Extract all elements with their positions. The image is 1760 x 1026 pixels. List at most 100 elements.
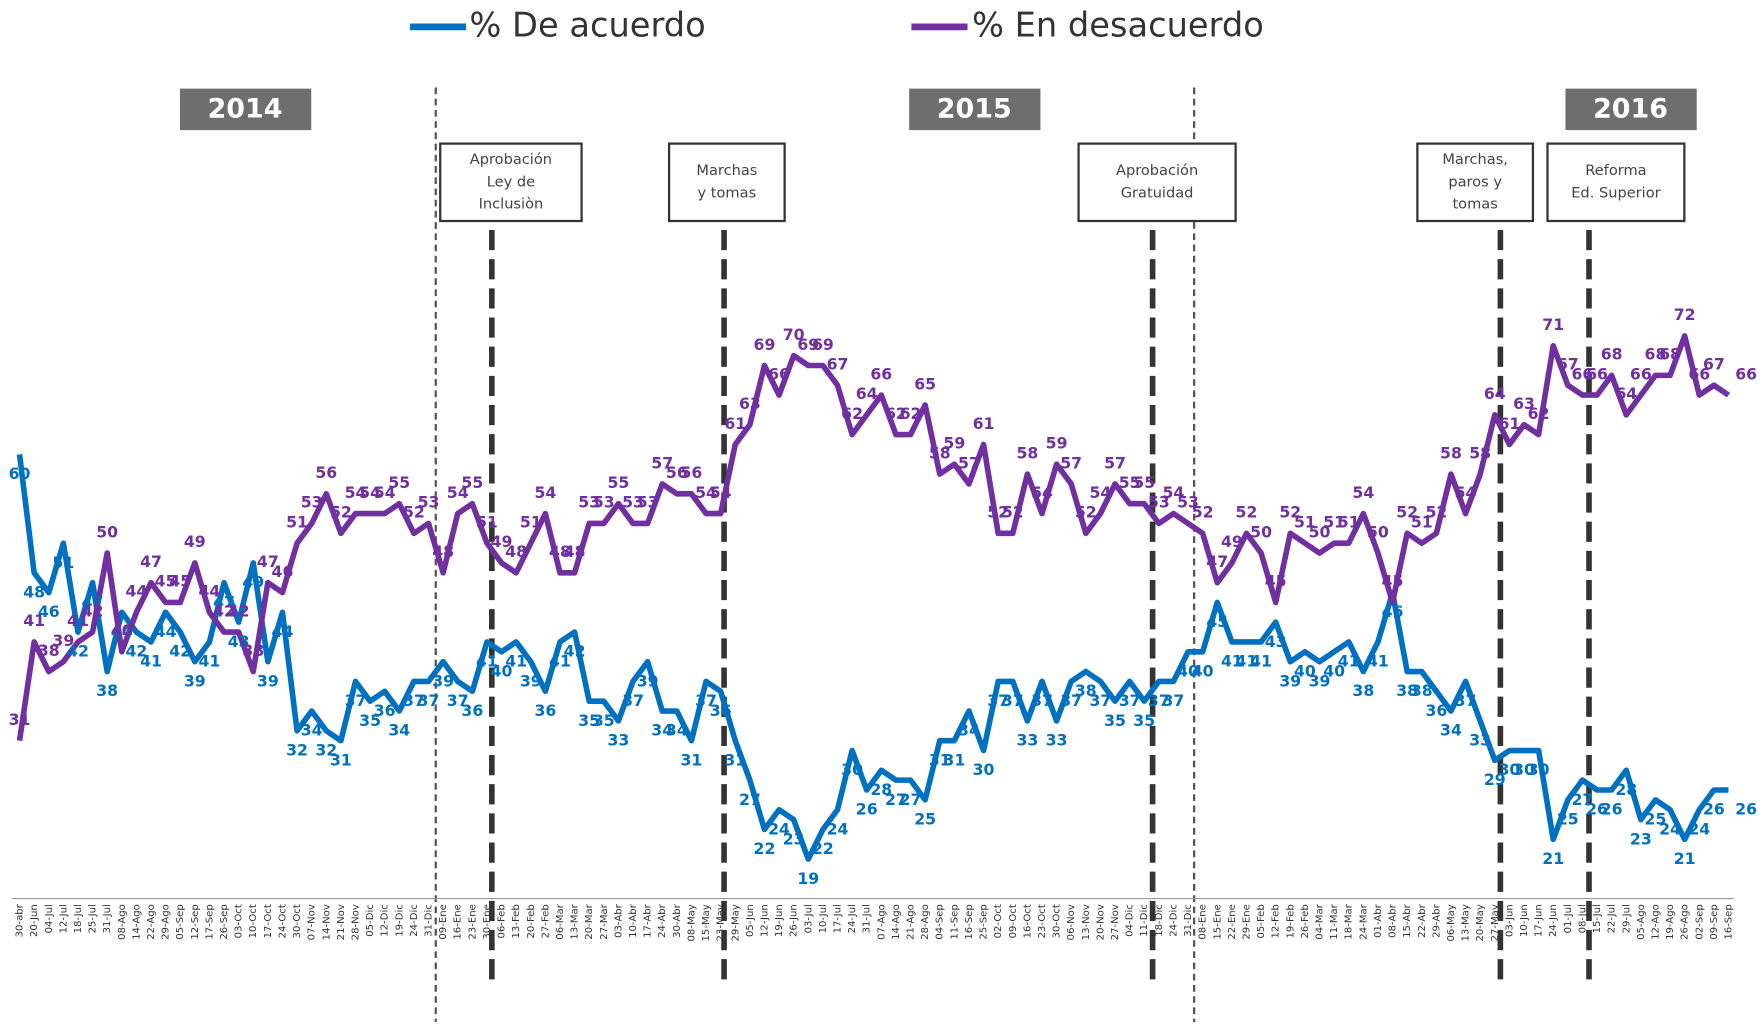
data-label: 49 <box>1221 532 1243 551</box>
data-label: 27 <box>739 790 761 809</box>
data-label: 31 <box>929 750 951 769</box>
data-label: 34 <box>651 721 673 740</box>
data-label: 49 <box>491 532 513 551</box>
data-label: 38 <box>38 641 60 660</box>
x-tick-label: 14-Ago <box>131 904 142 940</box>
x-tick-label: 31-Jul <box>102 904 113 933</box>
data-label: 56 <box>315 463 337 482</box>
data-label: 45 <box>169 572 191 591</box>
annotation-text: tomas <box>1452 196 1497 213</box>
x-tick-label: 31-Dic <box>424 904 435 937</box>
data-label: 25 <box>1557 810 1579 829</box>
data-label: 51 <box>1323 513 1345 532</box>
data-label: 28 <box>870 780 892 799</box>
data-label: 40 <box>1294 661 1316 680</box>
x-tick-label: 02-Sep <box>1694 904 1705 939</box>
data-label: 64 <box>856 384 878 403</box>
data-label: 61 <box>973 414 995 433</box>
data-label: 58 <box>1016 443 1038 462</box>
data-label: 41 <box>1367 652 1389 671</box>
data-label: 43 <box>1265 632 1287 651</box>
year-dividers <box>434 87 1196 1023</box>
x-tick-label: 31-Dic <box>1183 904 1194 937</box>
x-tick-label: 24-Jun <box>1548 904 1559 937</box>
x-tick-label: 06-Nov <box>1066 904 1077 940</box>
x-tick-label: 20-Nov <box>1095 904 1106 940</box>
data-label: 57 <box>1060 453 1082 472</box>
x-tick-label: 26-Sep <box>219 904 230 939</box>
data-label: 52 <box>1192 503 1214 522</box>
data-label: 31 <box>330 750 352 769</box>
x-tick-label: 26-Ago <box>1680 904 1691 940</box>
annotation-text: Aprobación <box>470 151 552 168</box>
data-label: 68 <box>1659 345 1681 364</box>
data-label: 33 <box>1046 731 1068 750</box>
x-tick-label: 27-May <box>1490 904 1501 941</box>
data-label: 41 <box>67 611 89 630</box>
data-label: 39 <box>52 631 74 650</box>
legend: % De acuerdo % En desacuerdo <box>409 5 1264 44</box>
data-label: 50 <box>96 522 118 541</box>
data-label: 51 <box>1411 513 1433 532</box>
x-tick-label: 13-Nov <box>1081 904 1092 940</box>
annotation-text: Ley de <box>487 173 535 190</box>
x-tick-label: 31-Jul <box>862 904 873 933</box>
year-label: 2014 <box>208 93 283 124</box>
x-tick-label: 16-Oct <box>1022 904 1033 938</box>
x-tick-label: 25-Jul <box>88 904 99 933</box>
data-label: 59 <box>1046 434 1068 453</box>
data-label: 44 <box>272 622 294 641</box>
data-label: 71 <box>1542 315 1564 334</box>
x-tick-label: 11-Dic <box>1139 904 1150 937</box>
x-tick-label: 24-Jul <box>847 904 858 933</box>
data-label: 32 <box>286 740 308 759</box>
data-label: 30 <box>841 760 863 779</box>
data-label: 58 <box>1440 443 1462 462</box>
data-label: 52 <box>1279 503 1301 522</box>
data-label: 21 <box>1542 849 1564 868</box>
data-label: 43 <box>228 632 250 651</box>
data-label: 31 <box>9 710 31 729</box>
data-label: 46 <box>38 602 60 621</box>
data-label: 38 <box>1352 681 1374 700</box>
x-tick-label: 22-Ago <box>146 904 157 940</box>
data-label: 30 <box>1513 760 1535 779</box>
data-label: 58 <box>1469 443 1491 462</box>
year-box <box>909 88 1041 131</box>
data-label: 26 <box>856 800 878 819</box>
x-tick-label: 09-Oct <box>1008 904 1019 938</box>
data-label: 37 <box>622 691 644 710</box>
x-tick-label: 03-Jun <box>1504 904 1515 937</box>
data-label: 23 <box>783 829 805 848</box>
data-label: 26 <box>1601 800 1623 819</box>
x-tick-label: 16-Sep <box>964 904 975 939</box>
data-label: 35 <box>359 711 381 730</box>
legend-label: % De acuerdo <box>469 5 705 44</box>
data-label: 52 <box>403 503 425 522</box>
x-tick-label: 05-Ago <box>1636 904 1647 940</box>
x-tick-label: 04-Mar <box>1315 903 1326 939</box>
data-label: 40 <box>111 621 133 640</box>
x-tick-label: 19-Jun <box>774 904 785 937</box>
data-label: 61 <box>1498 414 1520 433</box>
data-label: 54 <box>374 483 396 502</box>
data-label: 37 <box>1031 691 1053 710</box>
data-label: 41 <box>1250 652 1272 671</box>
data-label: 56 <box>666 463 688 482</box>
data-label: 47 <box>257 552 279 571</box>
data-label: 36 <box>1425 701 1447 720</box>
x-tick-label: 22-Jul <box>1607 904 1618 933</box>
year-boxes: 2014 2015 2016 <box>179 88 1697 131</box>
data-label: 52 <box>1236 503 1258 522</box>
annotation-text: Ed. Superior <box>1571 185 1660 202</box>
x-tick-label: 18-Dic <box>1154 904 1165 937</box>
data-label: 51 <box>476 513 498 532</box>
data-label: 48 <box>549 542 571 561</box>
data-label: 22 <box>754 839 776 858</box>
x-tick-label: 05-Jun <box>745 904 756 937</box>
year-label: 2016 <box>1593 93 1668 124</box>
data-label: 52 <box>1396 503 1418 522</box>
annotation-text: Marchas <box>696 162 757 179</box>
data-label: 48 <box>564 542 586 561</box>
data-label: 57 <box>1104 453 1126 472</box>
